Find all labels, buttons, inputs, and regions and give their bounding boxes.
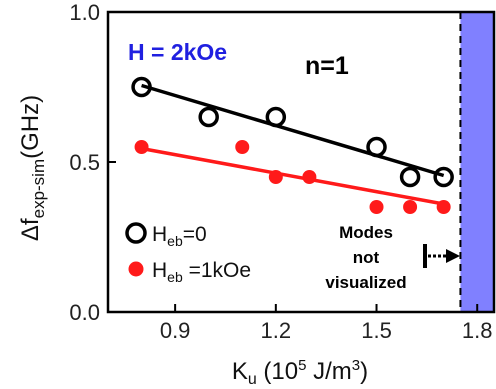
data-point-series-1 bbox=[235, 140, 250, 154]
y-tick-label: 1.0 bbox=[69, 0, 100, 25]
legend-label-heb-0: Heb=0 bbox=[152, 223, 207, 249]
y-axis-label: Δfexp-sim(GHz) bbox=[17, 95, 48, 241]
y-tick-label: 0.5 bbox=[69, 150, 100, 175]
fit-line-series-0 bbox=[141, 83, 445, 178]
data-point-series-1 bbox=[403, 200, 418, 214]
mode-number-annotation: n=1 bbox=[305, 52, 349, 80]
y-tick-label: 0.0 bbox=[69, 300, 100, 325]
field-annotation: H = 2kOe bbox=[128, 39, 227, 65]
x-tick-label: 1.8 bbox=[462, 318, 493, 343]
fit-lines bbox=[141, 83, 445, 206]
x-axis-label: Ku (105 J/m3) bbox=[232, 357, 368, 388]
data-points bbox=[131, 76, 454, 214]
legend-marker-open-circle bbox=[125, 222, 147, 244]
modes-annotation-line-2: not bbox=[353, 248, 380, 267]
tick-group: 0.9 1.2 1.5 1.8 0.0 0.5 1.0 bbox=[69, 0, 492, 343]
data-point-series-0 bbox=[131, 76, 152, 98]
data-point-series-0 bbox=[399, 166, 421, 188]
data-point-series-1 bbox=[436, 200, 451, 214]
data-point-series-1 bbox=[134, 140, 149, 154]
x-tick-label: 1.2 bbox=[261, 318, 292, 343]
legend: Heb=0 Heb =1kOe bbox=[125, 222, 251, 285]
data-point-series-1 bbox=[302, 170, 317, 184]
data-point-series-0 bbox=[433, 166, 454, 188]
data-point-series-0 bbox=[265, 106, 287, 128]
not-visualized-region bbox=[460, 12, 494, 312]
data-point-series-0 bbox=[198, 106, 219, 128]
arrow-right-icon bbox=[423, 244, 460, 268]
data-point-series-1 bbox=[369, 200, 384, 214]
x-tick-label: 1.5 bbox=[361, 318, 392, 343]
fit-line-series-1 bbox=[141, 146, 444, 206]
legend-label-heb-1koe: Heb =1kOe bbox=[152, 259, 251, 285]
x-tick-label: 0.9 bbox=[160, 318, 191, 343]
data-point-series-0 bbox=[366, 136, 387, 158]
modes-annotation-line-3: visualized bbox=[325, 273, 406, 292]
data-point-series-1 bbox=[268, 170, 283, 184]
legend-marker-filled-circle bbox=[128, 261, 144, 277]
modes-annotation-line-1: Modes bbox=[339, 223, 393, 242]
